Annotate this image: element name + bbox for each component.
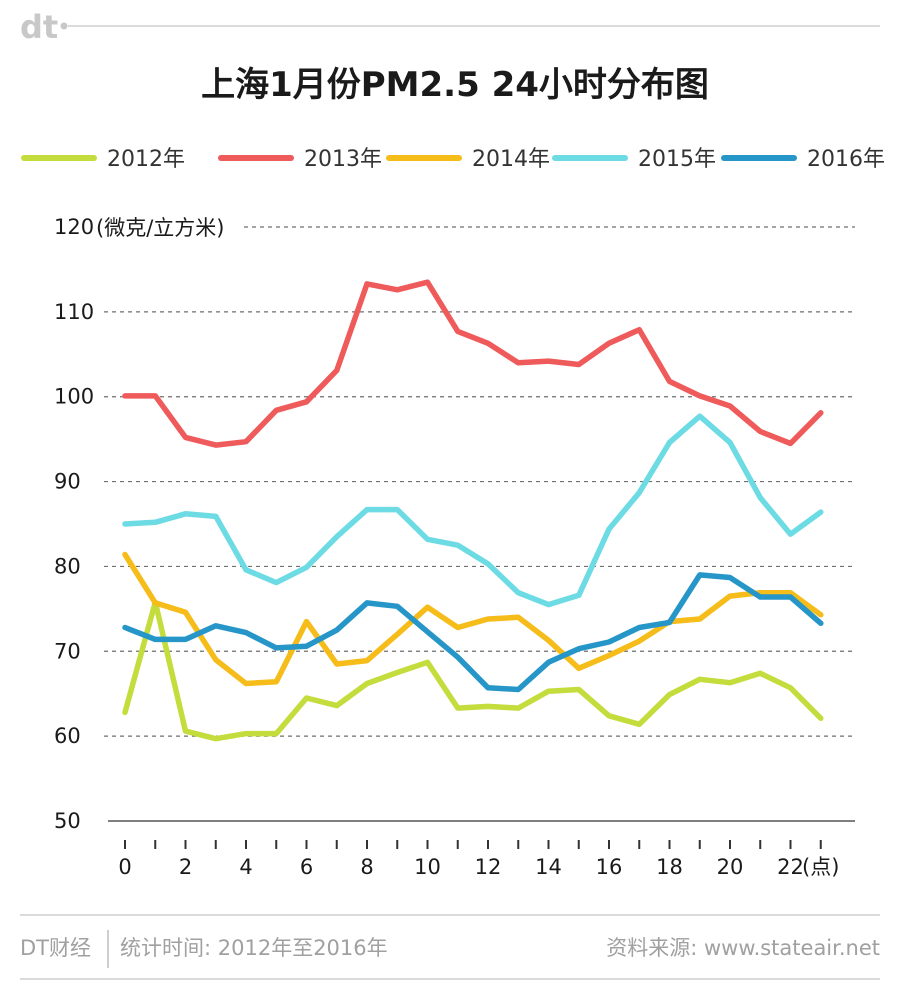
x-tick-label: 16: [596, 855, 623, 879]
legend: 2012年 2013年 2014年 2015年 2016年: [21, 147, 885, 172]
y-tick-label: 60: [54, 724, 81, 748]
chart-title: 上海1月份PM2.5 24小时分布图: [201, 65, 709, 105]
x-tick-label: 22: [777, 855, 804, 879]
y-tick-label: 120: [54, 215, 94, 239]
legend-label: 2016年: [807, 147, 885, 172]
x-tick-label: 12: [475, 855, 502, 879]
brand-logo: dt: [20, 8, 68, 46]
y-tick-label: 70: [54, 639, 81, 663]
legend-label: 2012年: [107, 147, 185, 172]
x-tick-label: 14: [535, 855, 562, 879]
legend-label: 2013年: [304, 147, 382, 172]
footer-source: 资料来源: www.stateair.net: [606, 936, 880, 960]
x-axis-unit-label: (点): [802, 855, 839, 879]
y-tick-label: 100: [54, 385, 94, 409]
x-tick-label: 18: [656, 855, 683, 879]
brand-logo-dot-icon: [60, 22, 68, 30]
x-tick-label: 8: [360, 855, 373, 879]
y-axis-unit-label: (微克/立方米): [96, 216, 224, 240]
series-line-2015年: [122, 413, 824, 608]
footer-brand: DT财经: [20, 936, 91, 960]
x-tick-label: 0: [118, 855, 131, 879]
x-tick-label: 6: [300, 855, 313, 879]
series-line-2016年: [122, 572, 824, 693]
y-tick-label: 80: [54, 554, 81, 578]
series-lines: [122, 279, 824, 742]
x-tick-label: 2: [179, 855, 192, 879]
y-tick-label: 110: [54, 300, 94, 324]
y-tick-label: 90: [54, 470, 81, 494]
legend-label: 2014年: [472, 147, 550, 172]
y-axis: 50 60 70 80 90 100 110 120: [54, 215, 94, 833]
brand-logo-text: dt: [20, 8, 58, 46]
x-tick-label: 10: [414, 855, 441, 879]
series-line-2013年: [122, 279, 824, 448]
grid: [104, 226, 855, 737]
y-tick-label: 50: [54, 809, 81, 833]
series-line-2012年: [122, 599, 824, 742]
x-tick-label: 20: [717, 855, 744, 879]
footer-period: 统计时间: 2012年至2016年: [120, 936, 388, 960]
series-line-2014年: [122, 551, 824, 687]
x-axis: 0 2 4 6 8 10 12 14 16 18 20 22: [118, 840, 822, 879]
x-tick-label: 4: [239, 855, 252, 879]
legend-label: 2015年: [638, 147, 716, 172]
